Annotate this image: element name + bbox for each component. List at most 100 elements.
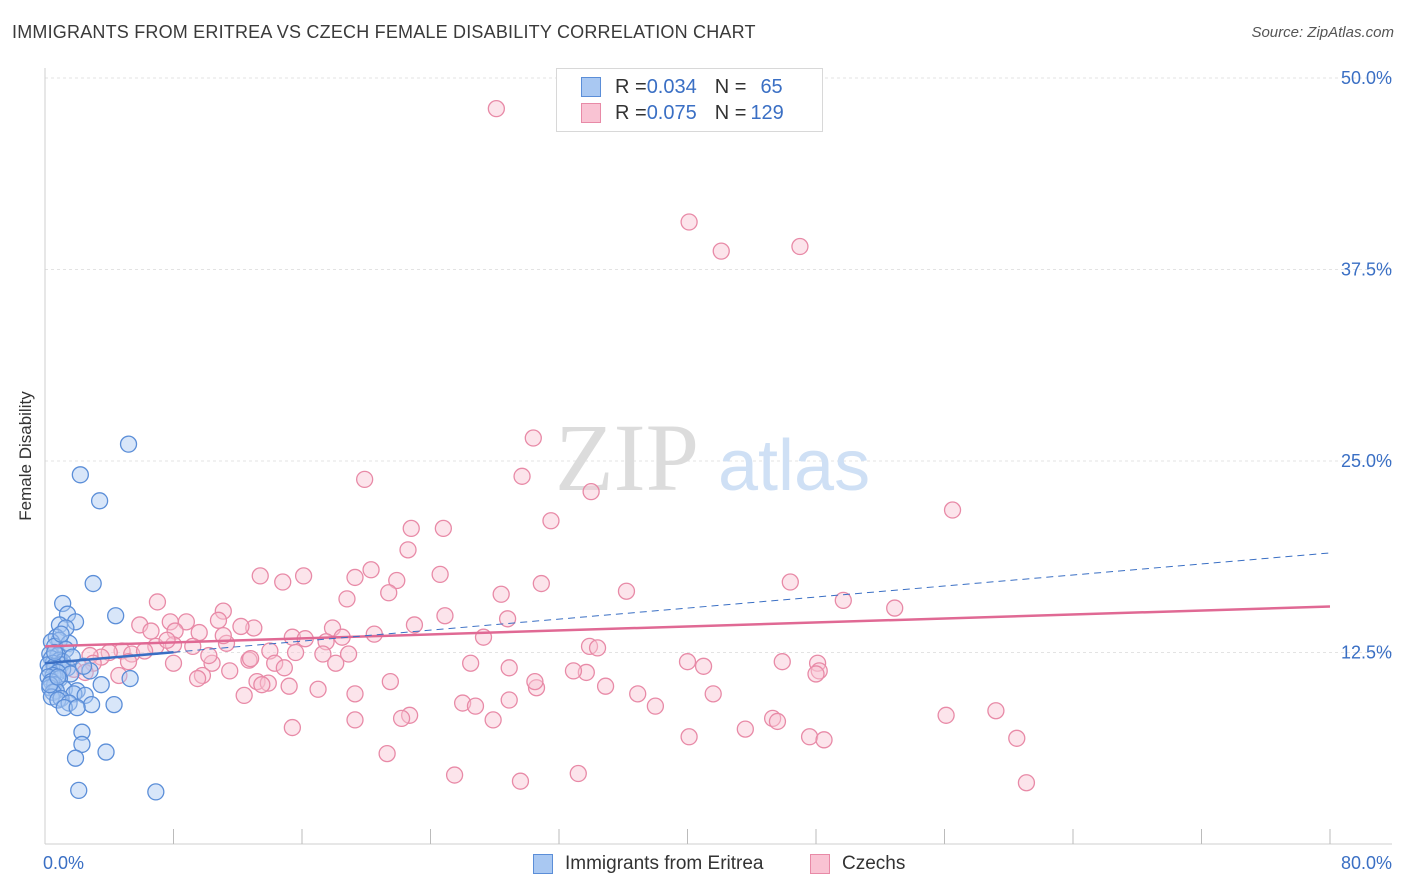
legend-swatch-eritrea (581, 77, 601, 97)
eritrea-point (107, 607, 125, 625)
czech-point (526, 672, 544, 691)
czech-point (588, 639, 607, 657)
eritrea-point (105, 695, 123, 714)
eritrea-point (92, 676, 110, 694)
czech-point (807, 665, 825, 683)
czech-point (241, 649, 260, 668)
legend-n-value: 129 (750, 101, 784, 124)
czech-point (532, 574, 550, 593)
czech-point (736, 720, 754, 738)
czech-point (314, 645, 332, 663)
czech-point (436, 607, 454, 625)
y-tick-label: 37.5% (1341, 260, 1392, 280)
czech-point (232, 617, 250, 636)
czech-point (453, 694, 472, 712)
eritrea-point (82, 695, 101, 714)
czech-point (294, 567, 313, 585)
legend-label-eritrea: Immigrants from Eritrea (565, 853, 764, 874)
czech-point (462, 654, 480, 672)
czech-point (773, 653, 791, 671)
czech-point (362, 561, 380, 579)
czech-point (266, 654, 284, 672)
axes (44, 68, 1392, 845)
legend-swatch-czechs (810, 854, 830, 874)
legend-swatch-czechs (581, 103, 601, 123)
czech-point (484, 711, 502, 729)
czech-point (987, 702, 1005, 720)
czech-trend-line (44, 605, 1331, 648)
czech-point (617, 582, 636, 600)
czech-point (487, 99, 506, 118)
legend-item-czechs[interactable]: Czechs (810, 852, 905, 876)
czech-point (781, 573, 799, 591)
czech-point (1017, 774, 1036, 792)
legend-top: R = 0.034 N = 65 R = 0.075 N = 129 (556, 68, 823, 132)
czech-point (399, 541, 417, 559)
eritrea-point (70, 781, 88, 800)
czech-point (434, 519, 453, 538)
czech-point (245, 619, 263, 637)
czech-point (200, 646, 218, 665)
legend-item-eritrea[interactable]: Immigrants from Eritrea (533, 852, 763, 876)
czech-point (405, 616, 424, 634)
czech-point (680, 728, 698, 746)
czech-point (500, 691, 518, 709)
eritrea-point (90, 492, 109, 510)
eritrea-point (66, 749, 85, 767)
czech-points (65, 99, 1036, 792)
czech-point (346, 568, 364, 587)
czech-point (431, 565, 449, 584)
czech-point (380, 584, 398, 602)
czech-point (704, 685, 722, 703)
czech-point (596, 677, 615, 695)
czech-point (768, 712, 787, 731)
y-tick-label: 12.5% (1341, 643, 1392, 663)
czech-point (346, 685, 364, 703)
axis-labels: 12.5% 25.0% 37.5% 50.0% 0.0% 80.0% (43, 68, 1392, 873)
eritrea-point (121, 669, 139, 688)
y-axis-label: Female Disability (16, 391, 35, 521)
czech-point (513, 467, 531, 485)
czech-point (445, 766, 464, 784)
czech-point (142, 622, 160, 640)
czech-point (214, 602, 232, 620)
eritrea-point (49, 668, 67, 686)
legend-n-value: 65 (760, 75, 783, 98)
eritrea-point (76, 686, 94, 705)
czech-point (646, 697, 665, 715)
czech-point (542, 512, 560, 530)
czech-point (193, 666, 212, 685)
czech-point (286, 643, 305, 662)
eritrea-point (62, 665, 80, 683)
legend-label-czechs: Czechs (842, 853, 906, 874)
eritrea-point (119, 435, 138, 453)
legend-r-label: R = (615, 101, 647, 124)
czech-point (582, 482, 600, 501)
eritrea-point (68, 699, 86, 717)
czech-point (164, 654, 183, 672)
czech-point (492, 585, 510, 603)
czech-point (402, 519, 420, 538)
czech-point (810, 662, 828, 680)
watermark-atlas: atlas (718, 426, 870, 506)
eritrea-point (74, 657, 93, 675)
czech-point (388, 571, 406, 590)
czech-point (158, 631, 176, 649)
czech-point (221, 662, 239, 680)
czech-point (188, 669, 207, 688)
czech-point (280, 677, 298, 695)
legend-row-czechs: R = 0.075 N = 129 (581, 101, 784, 125)
czech-point (500, 659, 518, 677)
czech-point (577, 663, 595, 682)
czech-point (119, 653, 138, 671)
czech-point (135, 642, 154, 660)
czech-point (937, 706, 955, 724)
czech-point (569, 764, 587, 783)
czech-point (694, 657, 713, 675)
y-tick-label: 25.0% (1341, 451, 1392, 471)
eritrea-point (55, 699, 73, 717)
czech-point (274, 573, 292, 591)
eritrea-point (45, 643, 64, 662)
czech-point (943, 501, 962, 519)
czech-point (527, 679, 546, 697)
